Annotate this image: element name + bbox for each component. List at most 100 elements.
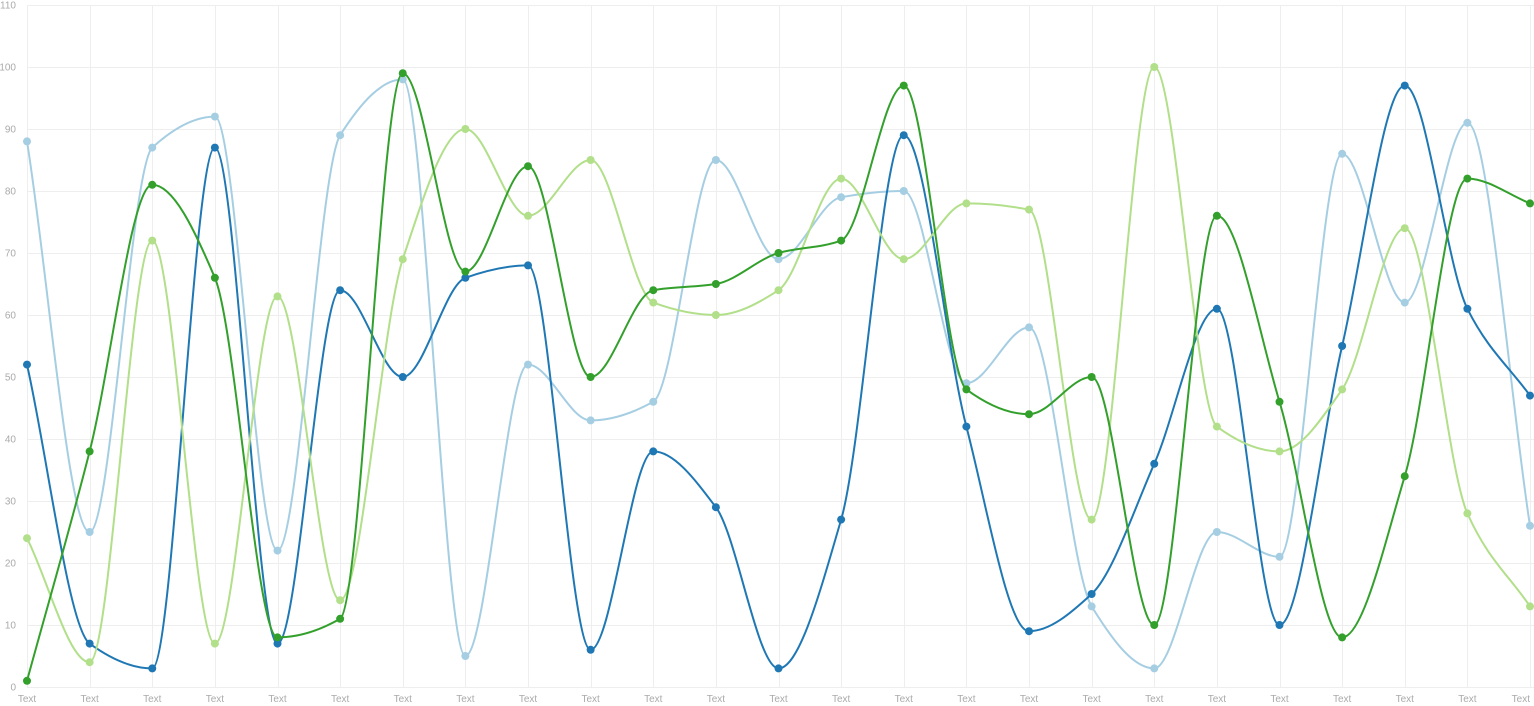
data-point[interactable] <box>899 81 908 90</box>
data-point[interactable] <box>85 447 94 456</box>
data-point[interactable] <box>1400 472 1409 481</box>
data-point[interactable] <box>524 360 532 369</box>
data-point[interactable] <box>774 249 783 257</box>
data-point[interactable] <box>210 273 219 282</box>
data-point[interactable] <box>23 534 31 543</box>
data-point[interactable] <box>1275 447 1284 456</box>
data-point[interactable] <box>837 515 846 524</box>
data-point[interactable] <box>398 75 407 84</box>
data-point[interactable] <box>1338 149 1347 158</box>
data-point[interactable] <box>1275 621 1284 629</box>
data-point[interactable] <box>899 255 908 264</box>
data-point[interactable] <box>1275 397 1284 406</box>
data-point[interactable] <box>1150 664 1159 673</box>
data-point[interactable] <box>85 658 94 667</box>
data-point[interactable] <box>1463 118 1472 127</box>
data-point[interactable] <box>711 503 720 512</box>
data-point[interactable] <box>649 286 658 295</box>
data-point[interactable] <box>649 397 658 406</box>
data-point[interactable] <box>273 639 282 648</box>
data-point[interactable] <box>1275 552 1284 561</box>
data-point[interactable] <box>962 385 971 394</box>
data-point[interactable] <box>1212 422 1221 431</box>
data-point[interactable] <box>23 676 31 685</box>
data-point[interactable] <box>148 143 157 152</box>
data-point[interactable] <box>23 137 31 146</box>
data-point[interactable] <box>210 112 219 121</box>
data-point[interactable] <box>148 664 157 673</box>
data-point[interactable] <box>962 422 971 431</box>
data-point[interactable] <box>1400 81 1409 90</box>
data-point[interactable] <box>85 639 94 648</box>
x-tick-label: Text <box>143 694 162 705</box>
data-point[interactable] <box>1087 590 1096 598</box>
data-point[interactable] <box>1400 224 1409 233</box>
data-point[interactable] <box>1025 627 1033 636</box>
data-point[interactable] <box>461 125 470 133</box>
data-point[interactable] <box>336 286 345 295</box>
data-point[interactable] <box>1025 205 1033 214</box>
data-point[interactable] <box>336 614 345 623</box>
data-point[interactable] <box>1087 602 1096 611</box>
data-point[interactable] <box>586 373 595 381</box>
data-point[interactable] <box>398 255 407 264</box>
data-point[interactable] <box>899 131 908 140</box>
data-point[interactable] <box>336 596 345 605</box>
data-point[interactable] <box>1338 633 1347 642</box>
data-point[interactable] <box>461 273 470 282</box>
data-point[interactable] <box>210 639 219 648</box>
data-point[interactable] <box>1463 174 1472 183</box>
data-point[interactable] <box>398 69 407 78</box>
data-point[interactable] <box>273 292 282 301</box>
data-point[interactable] <box>586 416 595 425</box>
data-point[interactable] <box>524 261 532 270</box>
data-point[interactable] <box>1526 602 1534 611</box>
data-point[interactable] <box>649 298 658 307</box>
data-point[interactable] <box>711 156 720 164</box>
data-point[interactable] <box>524 162 532 171</box>
data-point[interactable] <box>1338 342 1347 350</box>
data-point[interactable] <box>210 143 219 152</box>
data-point[interactable] <box>1087 373 1096 381</box>
data-point[interactable] <box>1150 459 1159 468</box>
data-point[interactable] <box>586 156 595 164</box>
data-point[interactable] <box>1212 304 1221 313</box>
data-point[interactable] <box>1150 621 1159 629</box>
data-point[interactable] <box>899 187 908 195</box>
data-point[interactable] <box>837 193 846 202</box>
data-point[interactable] <box>23 360 31 369</box>
data-point[interactable] <box>774 664 783 673</box>
data-point[interactable] <box>461 652 470 660</box>
data-point[interactable] <box>711 311 720 319</box>
data-point[interactable] <box>1338 385 1347 394</box>
data-point[interactable] <box>398 373 407 381</box>
data-point[interactable] <box>461 267 470 276</box>
data-point[interactable] <box>711 280 720 288</box>
data-point[interactable] <box>1025 410 1033 419</box>
data-point[interactable] <box>273 546 282 555</box>
data-point[interactable] <box>1463 304 1472 313</box>
data-point[interactable] <box>1526 391 1534 400</box>
data-point[interactable] <box>1463 509 1472 518</box>
data-point[interactable] <box>962 199 971 208</box>
data-point[interactable] <box>837 174 846 183</box>
data-point[interactable] <box>774 286 783 295</box>
data-point[interactable] <box>85 528 94 536</box>
data-point[interactable] <box>336 131 345 140</box>
data-point[interactable] <box>148 180 157 189</box>
data-point[interactable] <box>1150 63 1159 71</box>
data-point[interactable] <box>524 211 532 220</box>
data-point[interactable] <box>148 236 157 245</box>
data-point[interactable] <box>1212 211 1221 220</box>
data-point[interactable] <box>1526 199 1534 208</box>
data-point[interactable] <box>586 645 595 654</box>
data-point[interactable] <box>1526 521 1534 530</box>
data-point[interactable] <box>774 255 783 264</box>
data-point[interactable] <box>837 236 846 245</box>
data-point[interactable] <box>1400 298 1409 307</box>
data-point[interactable] <box>273 633 282 642</box>
data-point[interactable] <box>1025 323 1033 332</box>
data-point[interactable] <box>1087 515 1096 524</box>
data-point[interactable] <box>1212 528 1221 536</box>
data-point[interactable] <box>649 447 658 456</box>
